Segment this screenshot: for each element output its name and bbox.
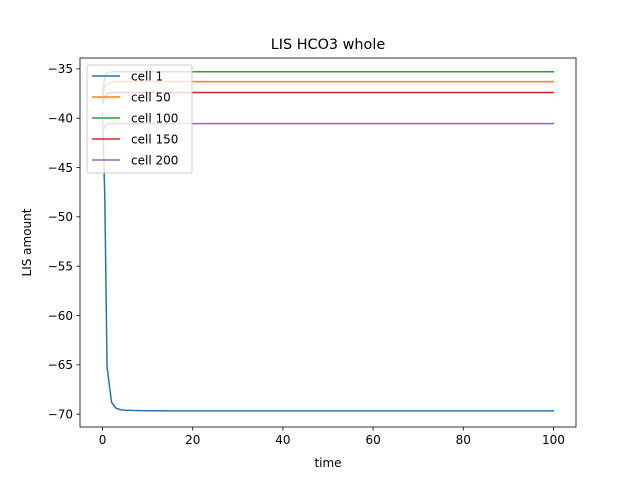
legend-label-cell-100: cell 100 [131,111,178,125]
legend-label-cell-150: cell 150 [131,132,178,146]
y-tick-label: −35 [48,62,73,76]
y-tick-label: −55 [48,259,73,273]
chart-title: LIS HCO3 whole [271,37,386,53]
legend-items: cell 1 cell 50 cell 100 cell 150 cell 200 [92,69,178,167]
series-line-cell-1 [101,112,555,412]
y-axis-label: LIS amount [20,208,34,276]
x-tick-label: 0 [99,433,107,447]
legend-label-cell-200: cell 200 [131,153,178,167]
y-tick-label: −60 [48,309,73,323]
x-axis: 0 20 40 60 80 100 [99,427,565,447]
x-tick-label: 100 [542,433,565,447]
y-axis: −70 −65 −60 −55 −50 −45 −40 −35 [48,62,80,421]
plot-frame [79,57,577,428]
legend: cell 1 cell 50 cell 100 cell 150 cell 200 [86,64,193,174]
legend-label-cell-50: cell 50 [131,90,171,104]
x-tick-label: 40 [275,433,290,447]
x-tick-label: 60 [365,433,380,447]
x-tick-label: 80 [456,433,471,447]
x-tick-label: 20 [185,433,200,447]
x-axis-label: time [314,456,341,470]
y-tick-label: −40 [48,111,73,125]
y-tick-label: −45 [48,161,73,175]
y-tick-label: −70 [48,407,73,421]
y-tick-label: −65 [48,358,73,372]
y-tick-label: −50 [48,210,73,224]
legend-box [86,64,193,174]
legend-label-cell-1: cell 1 [131,69,163,83]
